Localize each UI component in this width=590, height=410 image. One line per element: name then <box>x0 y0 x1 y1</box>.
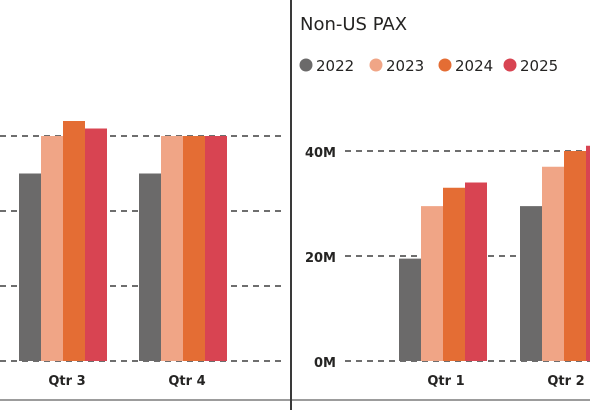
y-tick-label-20m: 20M <box>305 251 336 266</box>
bar-qtr-3-2023 <box>41 136 63 361</box>
x-tick-label-qtr-3: Qtr 3 <box>48 374 85 389</box>
bar-qtr-3-2024 <box>63 121 85 361</box>
bar-qtr-3-2025 <box>85 128 107 361</box>
chart-legend: 2022 2023 2024 2025 <box>299 57 558 75</box>
left-chart-bars <box>19 121 227 361</box>
non-us-pax-bar-chart: Non-US PAX 2022 2023 2024 2025 40M 20M 0… <box>299 14 590 389</box>
x-tick-label-qtr-1: Qtr 1 <box>427 374 464 389</box>
legend-marker-2024 <box>438 58 452 72</box>
bar-qtr-3-2022 <box>19 173 41 361</box>
legend-marker-2022 <box>299 58 313 72</box>
bar-qtr-1-2023 <box>421 206 443 361</box>
bar-qtr-1-2022 <box>399 258 421 361</box>
legend-label-2025: 2025 <box>520 57 558 75</box>
bar-qtr-1-2025 <box>465 182 487 361</box>
legend-label-2023: 2023 <box>386 57 424 75</box>
y-axis-tick-labels: 40M 20M 0M <box>305 146 336 371</box>
y-tick-label-40m: 40M <box>305 146 336 161</box>
right-chart-x-axis-labels: Qtr 1 Qtr 2 <box>427 374 584 389</box>
left-bar-chart: Qtr 3 Qtr 4 <box>0 121 285 389</box>
left-chart-x-axis-labels: Qtr 3 Qtr 4 <box>48 374 205 389</box>
bar-qtr-2-2024 <box>564 151 586 361</box>
bar-qtr-2-2023 <box>542 166 564 361</box>
bar-qtr-4-2023 <box>161 136 183 361</box>
x-tick-label-qtr-4: Qtr 4 <box>168 374 205 389</box>
legend-marker-2023 <box>369 58 383 72</box>
chart-title: Non-US PAX <box>300 14 407 35</box>
right-chart-bars <box>399 145 590 361</box>
bar-qtr-4-2022 <box>139 173 161 361</box>
legend-label-2022: 2022 <box>316 57 354 75</box>
legend-marker-2025 <box>503 58 517 72</box>
bar-qtr-4-2024 <box>183 136 205 361</box>
bar-qtr-2-2022 <box>520 206 542 361</box>
x-tick-label-qtr-2: Qtr 2 <box>547 374 584 389</box>
bar-qtr-2-2025 <box>586 145 590 361</box>
bar-qtr-1-2024 <box>443 187 465 361</box>
y-tick-label-0m: 0M <box>314 356 336 371</box>
bar-qtr-4-2025 <box>205 136 227 361</box>
legend-label-2024: 2024 <box>455 57 493 75</box>
